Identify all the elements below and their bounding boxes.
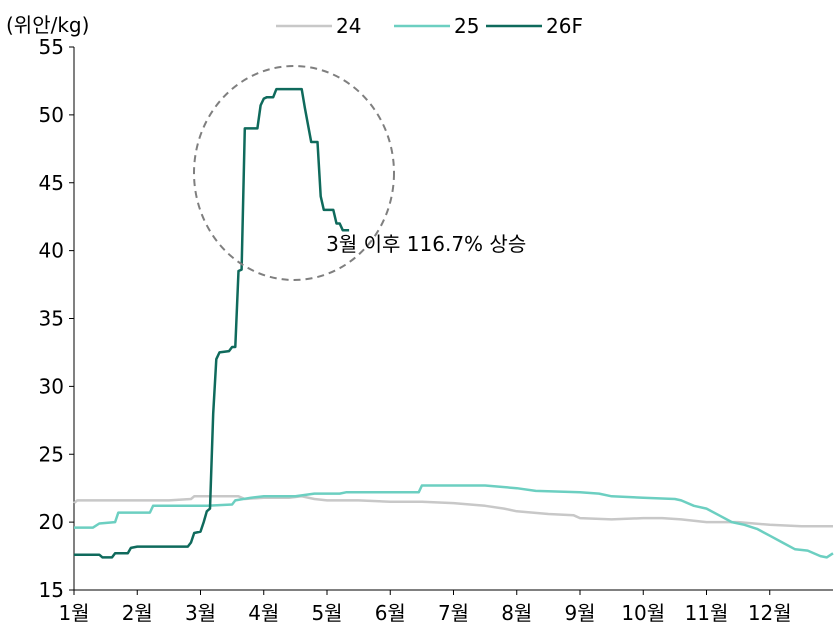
- x-tick-label: 9월: [564, 601, 595, 625]
- series-lines: [73, 87, 834, 559]
- y-tick-label: 30: [39, 374, 64, 398]
- annotations: 3월 이후 116.7% 상승: [326, 232, 526, 256]
- y-tick-label: 35: [39, 307, 64, 331]
- annotation-label: 3월 이후 116.7% 상승: [326, 232, 526, 256]
- x-tick-label: 7월: [438, 601, 469, 625]
- y-tick-label: 45: [39, 171, 64, 195]
- legend-label-26F: 26F: [546, 14, 583, 38]
- series-line-24: [73, 495, 833, 528]
- x-tick-label: 12월: [748, 601, 792, 625]
- y-axis: 15 20 25 30 35 40 45 50 55: [39, 35, 75, 602]
- x-axis: 1월 2월 3월 4월 5월 6월 7월 8월 9월 10월 11월 12월: [58, 589, 833, 625]
- x-tick-label: 5월: [311, 601, 342, 625]
- legend-label-25: 25: [454, 14, 479, 38]
- series-line-25: [74, 484, 834, 559]
- y-tick-label: 55: [39, 35, 64, 59]
- x-tick-label: 6월: [375, 601, 406, 625]
- x-tick-label: 10월: [621, 601, 665, 625]
- legend: 24 25 26F: [276, 14, 583, 38]
- y-tick-label: 15: [39, 578, 64, 602]
- x-tick-label: 11월: [685, 601, 729, 625]
- legend-label-24: 24: [336, 14, 361, 38]
- x-tick-label: 8월: [501, 601, 532, 625]
- x-tick-label: 1월: [58, 601, 89, 625]
- x-tick-label: 2월: [122, 601, 153, 625]
- highlight-circle: [193, 65, 395, 281]
- series-line-26F: [74, 87, 350, 559]
- y-tick-label: 25: [39, 442, 64, 466]
- x-tick-label: 4월: [248, 601, 279, 625]
- y-tick-label: 20: [39, 510, 64, 534]
- y-tick-label: 50: [39, 103, 64, 127]
- y-tick-label: 40: [39, 239, 64, 263]
- y-axis-unit-label: (위안/kg): [6, 13, 89, 37]
- x-tick-label: 3월: [185, 601, 216, 625]
